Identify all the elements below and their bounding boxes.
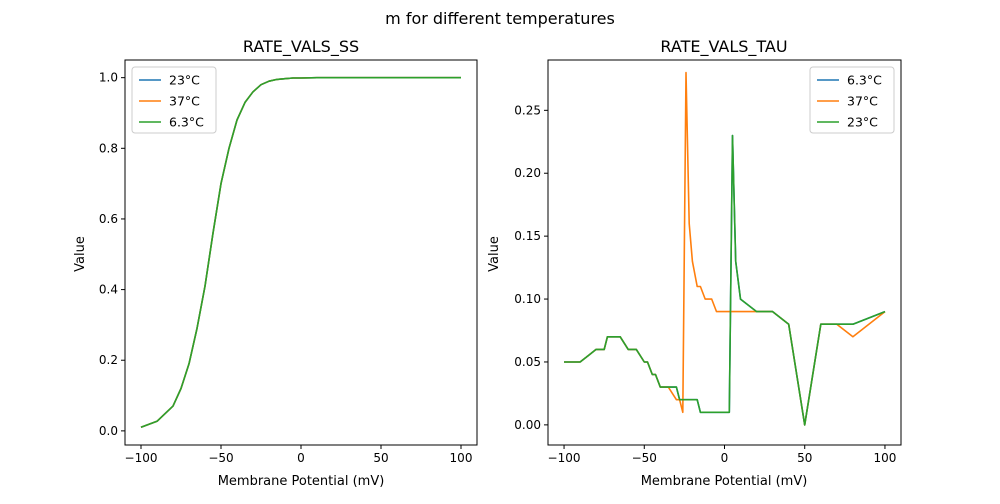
chart-ss-title: RATE_VALS_SS bbox=[243, 37, 359, 57]
chart-ss-axes: −100 −50 0 50 100 0.0 0.2 0.4 0.6 0.8 1.0 bbox=[99, 59, 478, 465]
tau-legend-label-2: 23°C bbox=[847, 115, 878, 130]
ss-xtick-label: −100 bbox=[125, 451, 158, 465]
tau-legend-label-1: 37°C bbox=[847, 94, 878, 109]
ss-ytick-label: 0.6 bbox=[99, 212, 118, 226]
tau-ytick-label: 0.00 bbox=[514, 418, 541, 432]
ss-series-line-2 bbox=[140, 76, 461, 429]
ss-ytick-label: 0.8 bbox=[99, 141, 118, 155]
ss-ytick-label: 0.4 bbox=[99, 283, 118, 297]
tau-ytick-label: 0.20 bbox=[514, 166, 541, 180]
chart-ss-legend: 23°C 37°C 6.3°C bbox=[131, 66, 217, 134]
chart-ss: RATE_VALS_SS Membrane Potential (mV) Val… bbox=[73, 37, 478, 489]
tau-ytick-label: 0.05 bbox=[514, 355, 541, 369]
ss-xtick-label: −50 bbox=[208, 451, 233, 465]
chart-ss-series-lines bbox=[140, 76, 461, 429]
tau-xtick-label: 0 bbox=[721, 451, 729, 465]
ss-legend-label-1: 37°C bbox=[169, 94, 200, 109]
tau-xtick-label: −100 bbox=[548, 451, 581, 465]
chart-tau: RATE_VALS_TAU Membrane Potential (mV) Va… bbox=[487, 37, 902, 489]
ss-xtick-label: 0 bbox=[297, 451, 305, 465]
ss-legend-label-2: 6.3°C bbox=[169, 115, 204, 130]
chart-ss-xlabel: Membrane Potential (mV) bbox=[218, 474, 385, 489]
chart-tau-legend: 6.3°C 37°C 23°C bbox=[809, 66, 895, 134]
tau-legend-box bbox=[809, 66, 895, 134]
chart-tau-series-lines bbox=[564, 71, 886, 426]
chart-tau-axes: −100 −50 0 50 100 0.00 0.05 0.10 0.15 0.20 0.25 bbox=[514, 59, 902, 465]
chart-tau-xlabel: Membrane Potential (mV) bbox=[641, 474, 808, 489]
ss-legend-box bbox=[131, 66, 217, 134]
tau-xtick-label: −50 bbox=[632, 451, 657, 465]
tau-xtick-label: 50 bbox=[797, 451, 812, 465]
ss-xtick-label: 100 bbox=[450, 451, 473, 465]
ss-legend-label-0: 23°C bbox=[169, 73, 200, 88]
ss-ytick-label: 1.0 bbox=[99, 71, 118, 85]
ss-ytick-label: 0.0 bbox=[99, 424, 118, 438]
ss-xtick-label: 50 bbox=[373, 451, 388, 465]
chart-ss-ylabel: Value bbox=[73, 236, 88, 272]
tau-xtick-label: 100 bbox=[874, 451, 897, 465]
figure-title: m for different temperatures bbox=[385, 9, 615, 28]
tau-ytick-label: 0.25 bbox=[514, 103, 541, 117]
tau-ytick-label: 0.10 bbox=[514, 292, 541, 306]
tau-series-line-2 bbox=[564, 134, 886, 426]
chart-tau-ylabel: Value bbox=[487, 236, 502, 272]
chart-tau-title: RATE_VALS_TAU bbox=[660, 37, 787, 57]
tau-legend-label-0: 6.3°C bbox=[847, 73, 882, 88]
ss-ytick-label: 0.2 bbox=[99, 353, 118, 367]
tau-ytick-label: 0.15 bbox=[514, 229, 541, 243]
